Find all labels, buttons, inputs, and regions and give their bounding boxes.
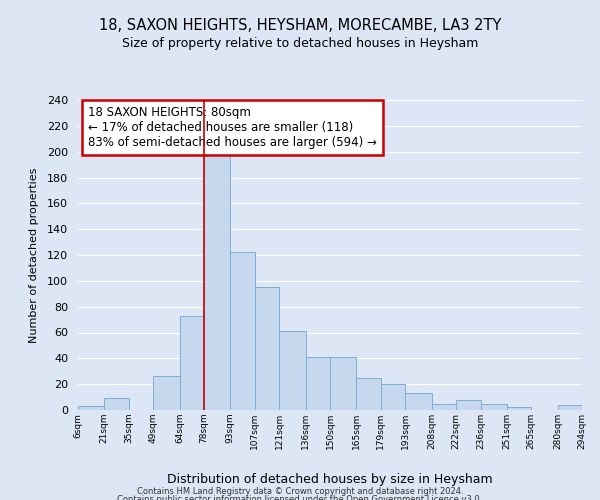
Bar (279, 331, 305, 410)
Text: 18, SAXON HEIGHTS, HEYSHAM, MORECAMBE, LA3 2TY: 18, SAXON HEIGHTS, HEYSHAM, MORECAMBE, L… (99, 18, 501, 32)
Bar (507, 408, 531, 410)
Bar (381, 384, 405, 410)
Bar (305, 357, 330, 410)
Bar (431, 404, 456, 410)
Bar (405, 393, 431, 410)
Bar (330, 357, 356, 410)
Bar (104, 398, 129, 410)
Bar (204, 154, 230, 410)
Bar (153, 376, 179, 410)
Text: Distribution of detached houses by size in Heysham: Distribution of detached houses by size … (167, 474, 493, 486)
Bar (356, 378, 381, 410)
Bar (456, 400, 481, 410)
Y-axis label: Number of detached properties: Number of detached properties (29, 168, 38, 342)
Bar (78, 406, 104, 410)
Bar (481, 404, 507, 410)
Text: 18 SAXON HEIGHTS: 80sqm
← 17% of detached houses are smaller (118)
83% of semi-d: 18 SAXON HEIGHTS: 80sqm ← 17% of detache… (88, 106, 377, 149)
Bar (255, 288, 279, 410)
Bar (230, 252, 255, 410)
Text: Contains HM Land Registry data © Crown copyright and database right 2024.: Contains HM Land Registry data © Crown c… (137, 488, 463, 496)
Text: Contains public sector information licensed under the Open Government Licence v3: Contains public sector information licen… (118, 495, 482, 500)
Bar (179, 316, 204, 410)
Text: Size of property relative to detached houses in Heysham: Size of property relative to detached ho… (122, 38, 478, 51)
Bar (557, 405, 582, 410)
